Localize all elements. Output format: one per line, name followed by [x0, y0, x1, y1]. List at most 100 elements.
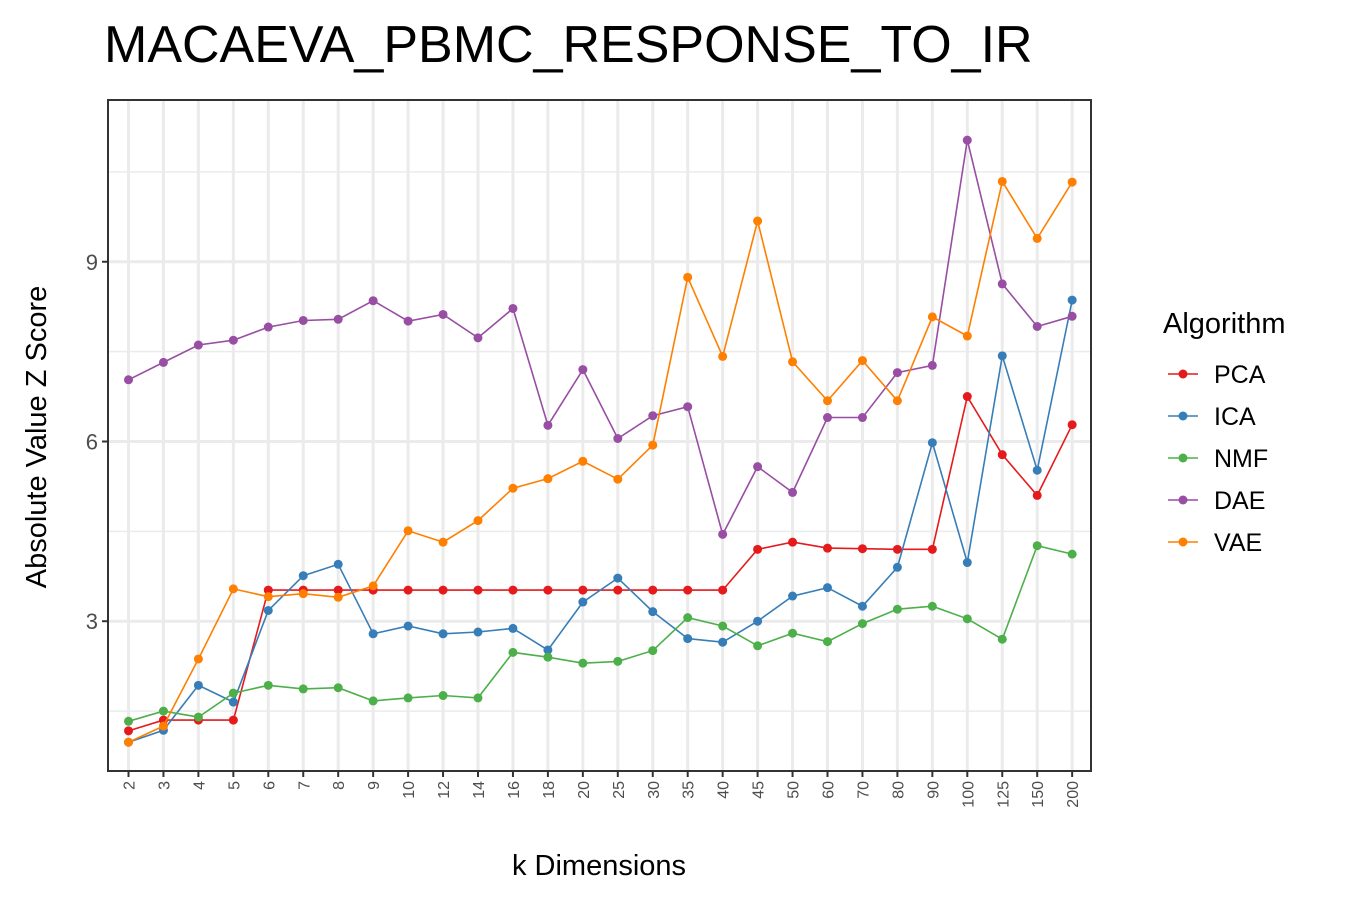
- data-point: [438, 585, 448, 595]
- legend-key-point: [1178, 369, 1188, 379]
- x-axis-title: k Dimensions: [512, 850, 686, 882]
- x-tick-label: 5: [226, 781, 243, 790]
- legend-title: Algorithm: [1163, 308, 1286, 340]
- data-point: [368, 296, 378, 306]
- data-point: [333, 314, 343, 324]
- data-point: [788, 537, 798, 547]
- data-point: [823, 396, 832, 406]
- data-point: [228, 688, 238, 698]
- data-point: [648, 607, 658, 617]
- data-point: [403, 526, 413, 536]
- data-point: [298, 684, 308, 694]
- data-point: [298, 589, 308, 599]
- data-point: [578, 658, 588, 668]
- data-point: [718, 637, 728, 647]
- data-point: [368, 581, 378, 591]
- data-point: [193, 340, 203, 350]
- data-point: [788, 357, 798, 367]
- data-point: [753, 544, 763, 554]
- data-point: [927, 312, 937, 322]
- data-point: [543, 420, 553, 430]
- y-axis-title: Absolute Value Z Score: [21, 286, 53, 589]
- series-line-nmf: [128, 544, 1073, 723]
- data-point: [753, 616, 763, 626]
- data-point: [613, 656, 623, 666]
- series-line-dae: [128, 139, 1073, 537]
- legend-items: PCA ICA NMF DAE VAE: [1168, 361, 1268, 557]
- data-point: [543, 652, 553, 662]
- legend-item-nmf: NMF: [1168, 445, 1268, 473]
- data-point: [508, 623, 518, 633]
- x-tick-label: 10: [401, 781, 418, 799]
- legend-label: DAE: [1214, 487, 1265, 515]
- data-point: [473, 627, 483, 637]
- data-point: [403, 693, 413, 703]
- data-point: [578, 597, 588, 607]
- data-point: [753, 216, 763, 226]
- data-point: [1032, 541, 1042, 551]
- data-point: [403, 621, 413, 631]
- data-point: [193, 654, 203, 664]
- series-nmf: [124, 541, 1077, 726]
- data-point: [438, 691, 448, 701]
- data-point: [124, 716, 133, 726]
- data-point: [788, 591, 798, 601]
- data-point: [263, 680, 273, 690]
- data-point: [892, 368, 902, 378]
- x-tick-label: 60: [821, 781, 838, 799]
- data-point: [613, 474, 623, 484]
- data-point: [613, 573, 623, 583]
- data-point: [333, 592, 343, 602]
- data-point: [927, 438, 937, 448]
- legend-item-dae: DAE: [1168, 487, 1265, 515]
- data-point: [263, 322, 273, 332]
- data-point: [718, 621, 728, 631]
- x-tick-label: 200: [1065, 781, 1082, 808]
- data-point: [473, 516, 483, 526]
- data-point: [997, 450, 1007, 460]
- x-tick-label: 3: [156, 781, 173, 790]
- x-tick-label: 4: [191, 781, 208, 790]
- legend-label: PCA: [1214, 361, 1266, 389]
- data-point: [508, 483, 518, 493]
- x-tick-label: 100: [960, 781, 977, 808]
- series-lines: [124, 135, 1077, 747]
- data-point: [927, 360, 937, 370]
- data-point: [543, 645, 553, 655]
- y-tick-label: 3: [86, 609, 98, 634]
- data-point: [788, 487, 798, 497]
- data-point: [543, 585, 553, 595]
- x-tick-label: 30: [646, 781, 663, 799]
- x-tick-label: 90: [925, 781, 942, 799]
- x-tick-label: 16: [506, 781, 523, 799]
- data-point: [124, 737, 133, 747]
- data-point: [1067, 295, 1077, 305]
- data-point: [1067, 177, 1077, 187]
- data-point: [1032, 233, 1042, 243]
- series-line-vae: [128, 179, 1073, 743]
- data-point: [997, 279, 1007, 289]
- data-point: [718, 529, 728, 539]
- gridlines: [108, 100, 1091, 771]
- data-point: [718, 585, 728, 595]
- data-point: [962, 331, 972, 341]
- data-point: [298, 571, 308, 581]
- data-point: [124, 375, 133, 385]
- x-tick-label: 20: [576, 781, 593, 799]
- x-tick-label: 9: [366, 781, 383, 790]
- data-point: [158, 706, 168, 716]
- data-point: [1032, 490, 1042, 500]
- x-tick-label: 25: [611, 781, 628, 799]
- data-point: [508, 303, 518, 313]
- legend-label: VAE: [1214, 529, 1262, 557]
- data-point: [857, 619, 867, 629]
- data-point: [823, 637, 832, 647]
- data-point: [578, 365, 588, 375]
- data-point: [1067, 311, 1077, 321]
- data-point: [892, 562, 902, 572]
- x-tick-label: 2: [122, 781, 139, 790]
- y-tick-label: 9: [86, 250, 98, 275]
- data-point: [124, 726, 133, 736]
